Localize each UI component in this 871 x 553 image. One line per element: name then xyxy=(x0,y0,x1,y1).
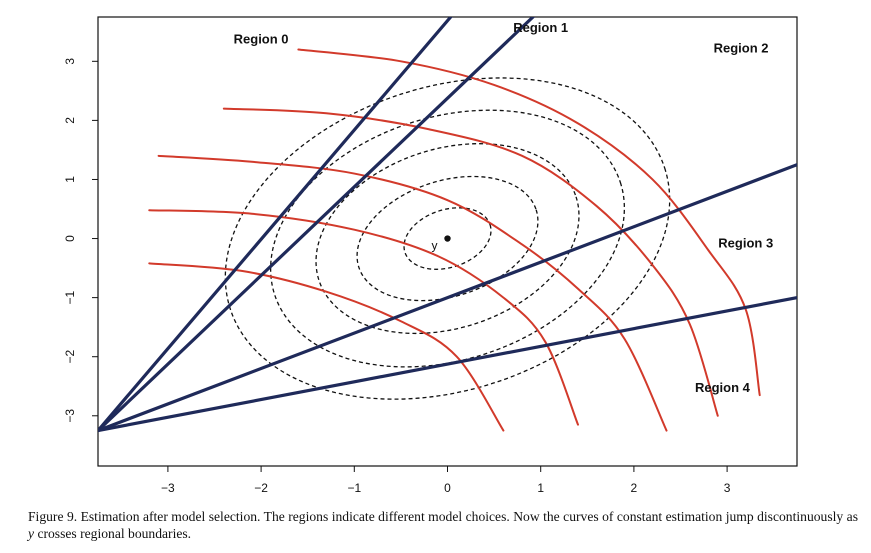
figure-caption: Figure 9. Estimation after model selecti… xyxy=(28,508,858,542)
contour-ellipse xyxy=(269,109,626,368)
x-tick-label: 0 xyxy=(444,481,451,495)
x-tick-label: −1 xyxy=(347,481,361,495)
y-tick-label: 2 xyxy=(63,117,77,124)
y-tick-label: 3 xyxy=(63,58,77,65)
x-tick-label: 1 xyxy=(537,481,544,495)
caption-text-before: Estimation after model selection. The re… xyxy=(77,509,858,524)
y-tick-label: −1 xyxy=(63,290,77,304)
x-axis-ticks: −3 −2 −1 0 1 2 3 xyxy=(161,466,731,495)
y-tick-label: −2 xyxy=(63,350,77,364)
region-labels: Region 0 Region 1 Region 2 Region 3 Region 4 xyxy=(234,20,774,395)
caption-variable: y xyxy=(28,526,35,541)
point-y-marker xyxy=(444,235,451,242)
contour-ellipse xyxy=(224,77,671,400)
caption-figure-label: Figure 9. xyxy=(28,509,78,524)
contour-ellipse xyxy=(356,175,539,302)
region-boundary-line xyxy=(98,17,536,433)
y-tick-label: 1 xyxy=(63,176,77,183)
region-label: Region 0 xyxy=(234,32,289,47)
estimation-curve xyxy=(148,262,505,432)
region-boundary-line xyxy=(98,17,453,433)
x-tick-label: 3 xyxy=(724,481,731,495)
region-label: Region 1 xyxy=(513,20,568,35)
plot-area: y xyxy=(98,17,797,433)
x-tick-label: −3 xyxy=(161,481,175,495)
region-label: Region 2 xyxy=(714,40,769,55)
x-tick-label: −2 xyxy=(254,481,268,495)
estimation-curve xyxy=(157,154,668,432)
region-label: Region 4 xyxy=(695,380,751,395)
region-boundary-line xyxy=(98,295,797,433)
region-boundary-line xyxy=(98,162,797,433)
estimation-curve xyxy=(222,107,719,417)
region-boundaries xyxy=(98,17,797,433)
figure-plot: −3 −2 −1 0 1 2 3 −3 −2 −1 0 1 2 3 y Region 0 Region 1… xyxy=(63,16,798,495)
region-label: Region 3 xyxy=(718,235,773,250)
y-tick-label: −3 xyxy=(63,409,77,423)
estimation-curves xyxy=(148,48,761,432)
caption-text-after: crosses regional boundaries. xyxy=(34,526,192,541)
estimation-curve xyxy=(297,48,761,397)
observed-point: y xyxy=(432,235,451,253)
point-y-label: y xyxy=(432,239,438,253)
estimation-curve xyxy=(148,209,579,426)
y-axis-ticks: −3 −2 −1 0 1 2 3 xyxy=(63,58,98,423)
y-tick-label: 0 xyxy=(63,235,77,242)
x-tick-label: 2 xyxy=(631,481,638,495)
